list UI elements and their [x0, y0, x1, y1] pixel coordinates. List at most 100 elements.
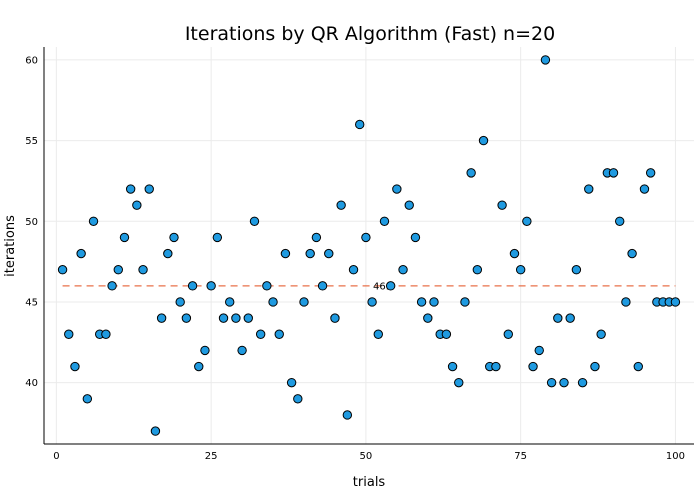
- data-point: [311, 232, 322, 243]
- data-point: [645, 168, 656, 178]
- data-point: [132, 200, 142, 210]
- x-tick-label: 25: [205, 451, 218, 462]
- data-point: [237, 345, 247, 356]
- data-point: [615, 216, 625, 226]
- data-point: [670, 297, 681, 307]
- data-point: [113, 265, 123, 275]
- data-point: [144, 184, 154, 194]
- data-point: [330, 313, 340, 323]
- data-point: [262, 281, 272, 291]
- data-point: [342, 410, 353, 420]
- data-point: [218, 313, 229, 323]
- data-point: [416, 297, 427, 307]
- x-tick-label: 50: [360, 451, 373, 462]
- data-point: [101, 329, 111, 339]
- axes: [43, 47, 694, 445]
- data-point: [336, 200, 346, 210]
- data-point: [379, 216, 390, 226]
- data-point: [503, 329, 513, 339]
- data-point: [187, 281, 198, 291]
- y-axis-title: iterations: [3, 215, 18, 277]
- data-point: [249, 216, 260, 226]
- x-axis-title: trials: [353, 475, 386, 490]
- data-point: [546, 377, 557, 388]
- data-point: [478, 135, 489, 146]
- data-point: [231, 313, 241, 323]
- data-point: [509, 248, 520, 259]
- data-point: [355, 119, 365, 130]
- data-point: [553, 313, 563, 323]
- data-point: [454, 377, 464, 388]
- chart-title: Iterations by QR Algorithm (Fast) n=20: [185, 23, 555, 45]
- data-point: [163, 248, 173, 259]
- data-point: [621, 297, 631, 307]
- data-point: [466, 168, 476, 178]
- data-point: [305, 248, 315, 259]
- data-point: [534, 345, 544, 356]
- data-point: [181, 313, 192, 323]
- data-point: [107, 281, 117, 291]
- data-point: [212, 232, 223, 243]
- data-point: [317, 281, 328, 291]
- x-tick-label: 100: [666, 451, 685, 462]
- y-tick-label: 45: [25, 297, 38, 308]
- data-point: [175, 297, 185, 307]
- data-point: [608, 168, 619, 178]
- data-point: [150, 426, 161, 436]
- data-point: [194, 361, 204, 372]
- data-point: [373, 329, 383, 339]
- data-point: [169, 232, 179, 243]
- mean-label: 46.0: [373, 281, 395, 292]
- data-point: [627, 248, 637, 259]
- data-point: [206, 281, 216, 291]
- data-point: [528, 361, 538, 372]
- data-point: [404, 200, 414, 210]
- data-point: [125, 184, 136, 194]
- data-point: [596, 329, 606, 339]
- data-points: [57, 55, 681, 436]
- data-point: [423, 313, 433, 323]
- data-point: [540, 55, 551, 65]
- data-point: [64, 329, 74, 339]
- data-point: [515, 265, 526, 275]
- y-tick-label: 40: [25, 378, 38, 389]
- data-point: [392, 184, 402, 194]
- data-point: [639, 184, 650, 194]
- data-point: [571, 265, 582, 275]
- data-point: [491, 361, 501, 372]
- data-point: [70, 361, 80, 372]
- data-point: [497, 200, 507, 210]
- y-tick-label: 60: [25, 55, 38, 66]
- data-point: [200, 345, 210, 356]
- data-point: [280, 248, 291, 259]
- data-point: [119, 232, 130, 243]
- data-point: [472, 265, 483, 275]
- data-point: [82, 394, 93, 404]
- data-point: [385, 281, 396, 291]
- data-point: [559, 377, 569, 388]
- data-point: [299, 297, 309, 307]
- data-point: [398, 265, 408, 275]
- data-point: [274, 329, 284, 339]
- y-tick-label: 50: [25, 217, 38, 228]
- data-point: [361, 232, 371, 243]
- data-point: [293, 394, 303, 404]
- data-point: [367, 297, 377, 307]
- data-point: [324, 248, 334, 259]
- tick-labels: 0 25 50 75 100 40 45 50 55 60: [25, 55, 685, 462]
- data-point: [268, 297, 278, 307]
- data-point: [460, 297, 470, 307]
- data-point: [429, 297, 439, 307]
- data-point: [522, 216, 532, 226]
- data-point: [348, 265, 359, 275]
- mean-line-group: 46.0: [62, 281, 676, 292]
- data-point: [590, 361, 600, 372]
- data-point: [138, 265, 148, 275]
- data-point: [584, 184, 594, 194]
- data-point: [441, 329, 452, 339]
- data-point: [57, 265, 68, 275]
- y-tick-label: 55: [25, 136, 38, 147]
- grid: [44, 47, 694, 444]
